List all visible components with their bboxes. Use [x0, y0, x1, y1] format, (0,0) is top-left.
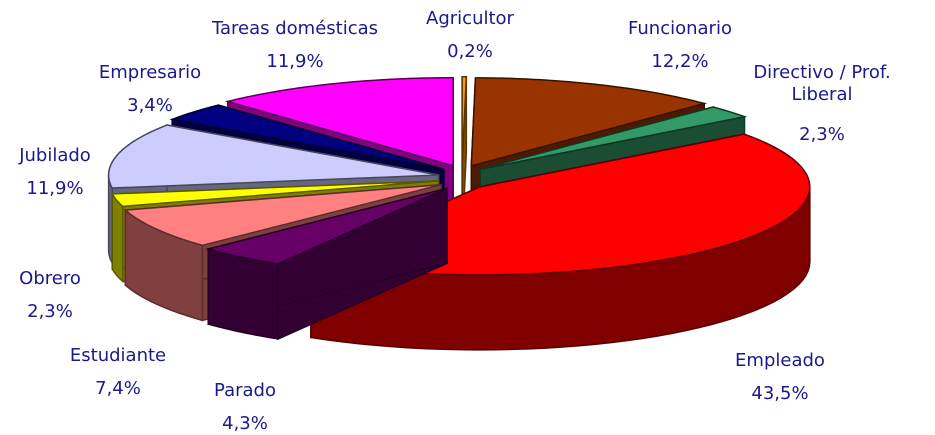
value-label: 3,4% [127, 95, 173, 116]
slice-label: Empleado [735, 350, 825, 371]
slice [107, 124, 439, 189]
slice-label: Parado [214, 380, 276, 401]
slice [205, 187, 448, 265]
value-label: 2,3% [27, 301, 73, 322]
slice [470, 77, 708, 167]
value-label: 11,9% [266, 51, 324, 72]
value-label: 43,5% [751, 383, 809, 404]
value-label: 11,9% [26, 178, 84, 199]
slice-label: Tareas domésticas [211, 18, 379, 39]
slice [224, 76, 454, 167]
slice-label: Empresario [98, 62, 202, 83]
slice-label: Estudiante [69, 345, 167, 366]
slice-label: Obrero [19, 268, 81, 289]
slice-label: Jubilado [19, 145, 91, 166]
slice-label: Directivo / Prof. Liberal [753, 62, 891, 105]
value-label: 0,2% [447, 41, 493, 62]
slice [461, 76, 468, 165]
slice [169, 104, 445, 171]
slice-wall [111, 191, 124, 284]
value-label: 12,2% [651, 51, 709, 72]
slice-label: Agricultor [426, 8, 514, 29]
value-label: 7,4% [95, 378, 141, 399]
slice [110, 180, 439, 208]
value-label: 2,3% [799, 124, 845, 145]
slice [123, 183, 442, 247]
slice-label: Funcionario [628, 18, 732, 39]
slice [479, 106, 748, 171]
value-label: 4,3% [222, 413, 268, 434]
